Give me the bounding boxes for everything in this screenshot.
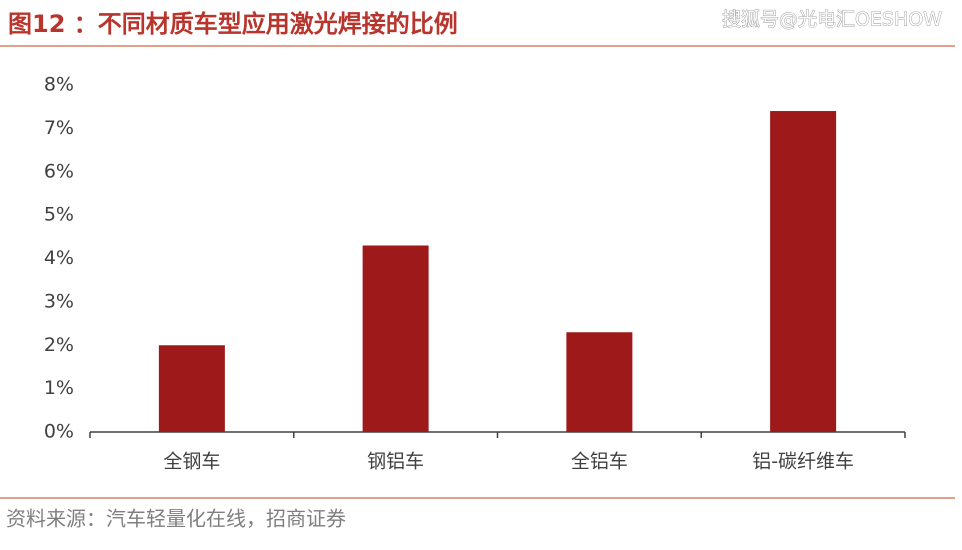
chart-title: 图12 ：不同材质车型应用激光焊接的比例 (8, 10, 458, 38)
watermark: 搜狐号@光电汇OESHOW (722, 9, 942, 31)
x-tick-label: 钢铝车 (367, 451, 424, 473)
source-note: 资料来源：汽车轻量化在线，招商证券 (6, 507, 346, 531)
y-tick-label: 8% (44, 74, 74, 96)
bar (362, 245, 429, 432)
bar (158, 345, 225, 432)
y-tick-label: 5% (44, 204, 74, 226)
x-tick-label: 全铝车 (571, 451, 628, 473)
y-tick-label: 2% (44, 334, 74, 356)
y-tick-label: 6% (44, 160, 74, 182)
y-tick-label: 4% (44, 247, 74, 269)
y-tick-label: 3% (44, 290, 74, 312)
y-tick-label: 7% (44, 117, 74, 139)
bar (770, 111, 837, 433)
y-tick-label: 1% (44, 377, 74, 399)
bar (566, 332, 633, 432)
y-tick-label: 0% (44, 421, 74, 443)
x-tick-label: 铝-碳纤维车 (752, 451, 854, 473)
x-tick-label: 全钢车 (163, 451, 220, 473)
